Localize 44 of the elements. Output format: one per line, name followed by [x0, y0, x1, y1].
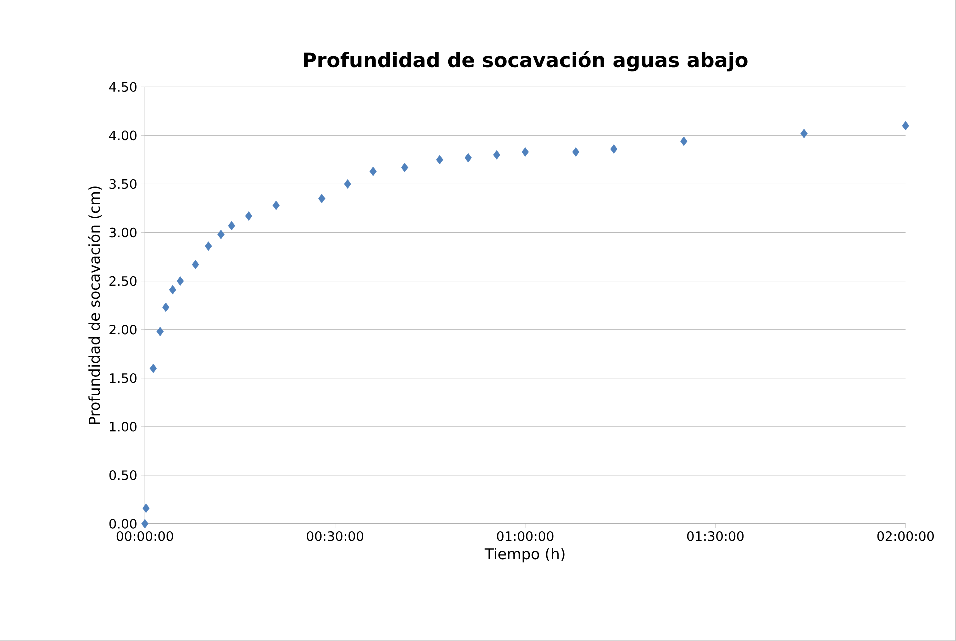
- point: [572, 147, 580, 157]
- y-tick-label: 2.50: [110, 276, 137, 286]
- y-tick-label: 1.00: [110, 422, 137, 432]
- y-tick-label: 0.50: [110, 470, 137, 480]
- point: [245, 212, 253, 221]
- point: [205, 242, 212, 251]
- point: [192, 260, 200, 270]
- point: [150, 364, 158, 374]
- x-tick-label: 02:00:00: [878, 531, 934, 542]
- x-tick-label: 01:00:00: [497, 531, 554, 542]
- y-tick-label: 1.50: [110, 373, 137, 384]
- y-tick-label: 2.00: [110, 324, 137, 335]
- point: [800, 128, 808, 138]
- x-tick-label: 01:30:00: [687, 531, 744, 542]
- chart-title: Profundidad de socavación aguas abajo: [304, 51, 748, 72]
- x-tick-label: 00:00:00: [116, 531, 174, 542]
- point: [162, 302, 170, 312]
- y-tick-label: 3.00: [110, 228, 137, 238]
- point: [176, 276, 184, 286]
- point: [142, 519, 149, 529]
- point: [493, 150, 501, 160]
- y-tick-label: 3.50: [110, 179, 137, 190]
- y-axis-title: Profundidad de socavación (cm): [88, 186, 102, 424]
- point: [401, 162, 408, 172]
- point: [156, 327, 164, 336]
- point: [610, 144, 618, 154]
- point: [436, 155, 444, 165]
- point: [902, 121, 910, 131]
- point: [318, 194, 326, 204]
- x-tick-label: 00:30:00: [307, 531, 364, 542]
- y-tick-label: 4.00: [109, 130, 137, 141]
- point: [228, 221, 236, 231]
- point: [169, 285, 176, 295]
- x-axis-title: Tiempo (h): [484, 548, 565, 563]
- point: [464, 153, 472, 163]
- point: [370, 166, 377, 176]
- point: [680, 136, 688, 146]
- point: [272, 200, 280, 210]
- point: [142, 504, 150, 514]
- point: [218, 230, 225, 240]
- y-tick-label: 0.00: [110, 519, 137, 529]
- point: [344, 179, 352, 189]
- y-tick-label: 4.50: [109, 82, 137, 92]
- point: [522, 147, 530, 157]
